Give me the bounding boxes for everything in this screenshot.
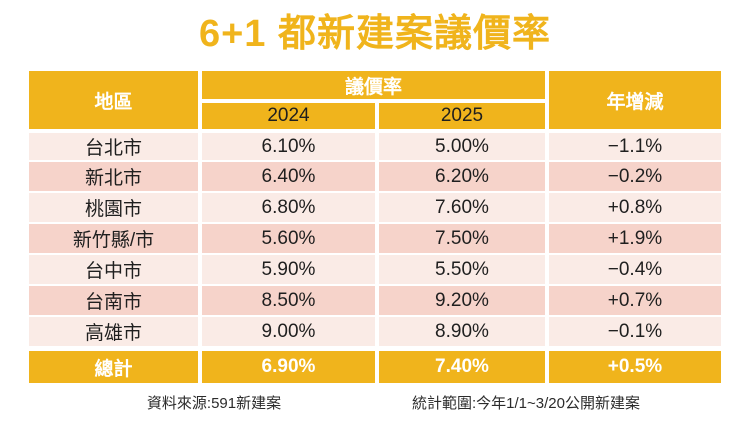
cell-rate-2025: 7.50% [379,222,545,253]
footer: 資料來源:591新建案 統計範圍:今年1/1~3/20公開新建案 [0,392,750,412]
header-region-cell: 地區 [29,71,198,129]
cell-region: 高雄市 [29,315,198,346]
cell-yoy: −0.2% [548,160,721,191]
cell-rate-2024: 5.90% [201,253,375,284]
cell-rate-2024: 6.80% [201,191,375,222]
cell-region: 台南市 [29,284,198,315]
cell-rate-2025: 7.60% [379,191,545,222]
header-rate-group-cell: 議價率 [201,71,545,103]
cell-region: 桃園市 [29,191,198,222]
cell-region: 台中市 [29,253,198,284]
table-header: 地區 議價率 年增減 2024 2025 [29,71,721,129]
cell-rate-2024: 6.40% [201,160,375,191]
table-row-newtaipei: 新北市 6.40% 6.20% −0.2% [29,160,721,191]
table-row-taipei: 台北市 6.10% 5.00% −1.1% [29,129,721,160]
total-rate-2024-cell: 6.90% [201,346,375,383]
rate-table: 地區 議價率 年增減 2024 2025 台北市 6.10% 5.00% −1.… [25,71,725,383]
cell-region: 新北市 [29,160,198,191]
cell-yoy: +1.9% [548,222,721,253]
cell-rate-2024: 6.10% [201,129,375,160]
cell-rate-2025: 9.20% [379,284,545,315]
cell-region: 台北市 [29,129,198,160]
table-row-hsinchu: 新竹縣/市 5.60% 7.50% +1.9% [29,222,721,253]
table-row-total: 總計 6.90% 7.40% +0.5% [29,346,721,383]
cell-yoy: −0.4% [548,253,721,284]
table-row-tainan: 台南市 8.50% 9.20% +0.7% [29,284,721,315]
cell-yoy: −0.1% [548,315,721,346]
cell-rate-2025: 5.00% [379,129,545,160]
cell-rate-2025: 6.20% [379,160,545,191]
header-year-2025-cell: 2025 [379,103,545,129]
cell-rate-2025: 5.50% [379,253,545,284]
cell-rate-2025: 8.90% [379,315,545,346]
cell-rate-2024: 9.00% [201,315,375,346]
infographic-page: 6+1 都新建案議價率 地區 議價率 年增減 2024 2025 台北市 6.1… [0,9,750,441]
header-row-years: 2024 2025 [29,103,721,129]
cell-region: 新竹縣/市 [29,222,198,253]
table-row-taichung: 台中市 5.90% 5.50% −0.4% [29,253,721,284]
header-yoy-cell: 年增減 [548,71,721,129]
table-row-kaohsiung: 高雄市 9.00% 8.90% −0.1% [29,315,721,346]
table-row-taoyuan: 桃園市 6.80% 7.60% +0.8% [29,191,721,222]
header-row-top: 地區 議價率 年增減 [29,71,721,129]
total-region-cell: 總計 [29,346,198,383]
page-title: 6+1 都新建案議價率 [198,13,552,55]
cell-rate-2024: 8.50% [201,284,375,315]
source-note: 資料來源:591新建案 [146,395,282,412]
cell-rate-2024: 5.60% [201,222,375,253]
scope-note: 統計範圍:今年1/1~3/20公開新建案 [412,395,640,412]
total-rate-2025-cell: 7.40% [379,346,545,383]
total-yoy-cell: +0.5% [548,346,721,383]
cell-yoy: −1.1% [548,129,721,160]
cell-yoy: +0.8% [548,191,721,222]
header-year-2024-cell: 2024 [201,103,375,129]
cell-yoy: +0.7% [548,284,721,315]
